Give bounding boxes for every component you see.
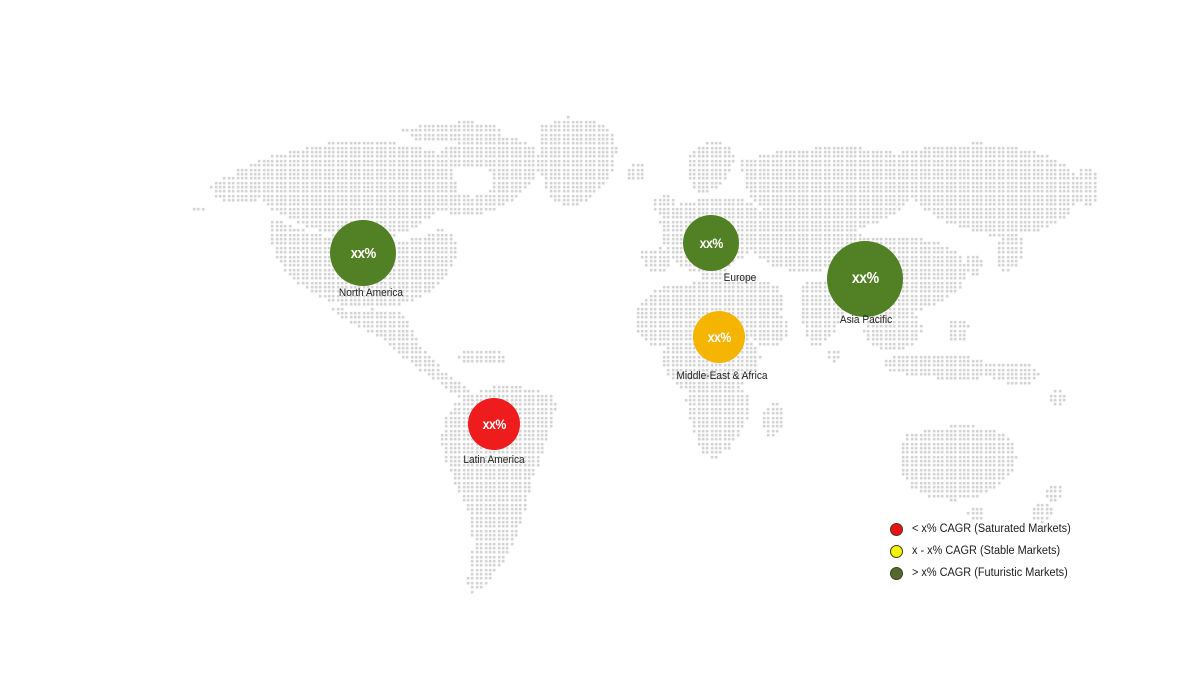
region-value-europe: xx% (699, 235, 723, 251)
legend: < x% CAGR (Saturated Markets) x - x% CAGR… (890, 518, 1079, 584)
legend-stable: x - x% CAGR (Stable Markets) (890, 540, 1079, 562)
region-label-latin-america: Latin America (463, 454, 525, 466)
region-bubble-middle-east-africa[interactable]: xx% (693, 311, 745, 363)
legend-saturated-text: < x% CAGR (Saturated Markets) (912, 523, 1071, 535)
legend-futuristic: > x% CAGR (Futuristic Markets) (890, 562, 1079, 584)
region-bubble-asia-pacific[interactable]: xx% (827, 241, 903, 317)
region-label-asia-pacific: Asia Pacific (839, 314, 893, 326)
legend-futuristic-swatch-icon (890, 566, 903, 580)
region-bubble-europe[interactable]: xx% (683, 215, 739, 271)
region-value-asia-pacific: xx% (851, 270, 879, 287)
region-value-middle-east-africa: xx% (707, 329, 731, 345)
legend-futuristic-text: > x% CAGR (Futuristic Markets) (912, 567, 1068, 579)
legend-saturated: < x% CAGR (Saturated Markets) (890, 518, 1079, 540)
region-label-north-america: North America (338, 287, 404, 299)
region-label-middle-east-africa: Middle-East & Africa (676, 370, 768, 382)
region-bubble-north-america[interactable]: xx% (330, 220, 396, 286)
legend-stable-swatch-icon (890, 544, 903, 558)
region-value-north-america: xx% (350, 244, 376, 262)
region-label-europe: Europe (723, 272, 757, 284)
region-bubble-latin-america[interactable]: xx% (468, 398, 520, 450)
region-value-latin-america: xx% (482, 416, 506, 432)
legend-saturated-swatch-icon (890, 522, 903, 536)
legend-stable-text: x - x% CAGR (Stable Markets) (912, 545, 1061, 557)
